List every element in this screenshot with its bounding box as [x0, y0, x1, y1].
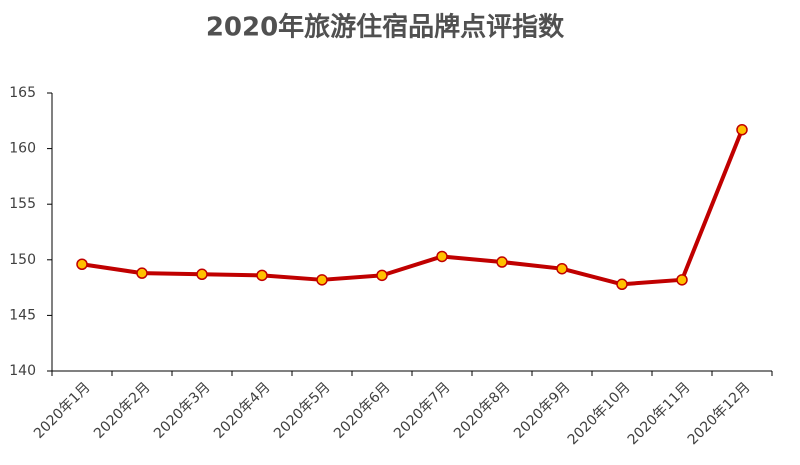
x-tick-label: 2020年10月 — [565, 379, 634, 448]
marker — [376, 269, 388, 282]
marker — [496, 256, 508, 268]
marker — [676, 274, 688, 286]
marker — [616, 278, 628, 291]
marker — [556, 262, 568, 275]
y-tick-label: 160 — [9, 141, 36, 157]
marker — [76, 258, 88, 270]
y-tick-label: 155 — [9, 196, 36, 212]
line — [81, 128, 744, 287]
marker — [436, 250, 448, 263]
marker — [316, 274, 328, 286]
x-tick-label: 2020年8月 — [451, 379, 514, 442]
marker — [736, 123, 748, 136]
x-tick-label: 2020年2月 — [91, 379, 154, 442]
x-tick-label: 2020年7月 — [391, 379, 454, 442]
x-tick-label: 2020年9月 — [511, 379, 574, 442]
chart-title: 2020年旅游住宿品牌点评指数 — [206, 12, 565, 43]
marker — [136, 267, 148, 279]
x-tick-label: 2020年11月 — [625, 379, 694, 448]
y-tick-label: 145 — [9, 307, 36, 323]
x-tick-label: 2020年6月 — [331, 379, 394, 442]
marker — [256, 269, 268, 282]
y-tick-label: 150 — [9, 252, 36, 268]
y-tick-label: 140 — [9, 363, 36, 379]
marker — [196, 268, 208, 281]
x-tick-label: 2020年12月 — [685, 379, 754, 448]
x-tick-label: 2020年1月 — [31, 379, 94, 442]
x-tick-label: 2020年3月 — [151, 379, 214, 442]
y-tick-label: 165 — [9, 85, 36, 101]
x-tick-label: 2020年5月 — [271, 379, 334, 442]
x-tick-label: 2020年4月 — [211, 379, 274, 442]
